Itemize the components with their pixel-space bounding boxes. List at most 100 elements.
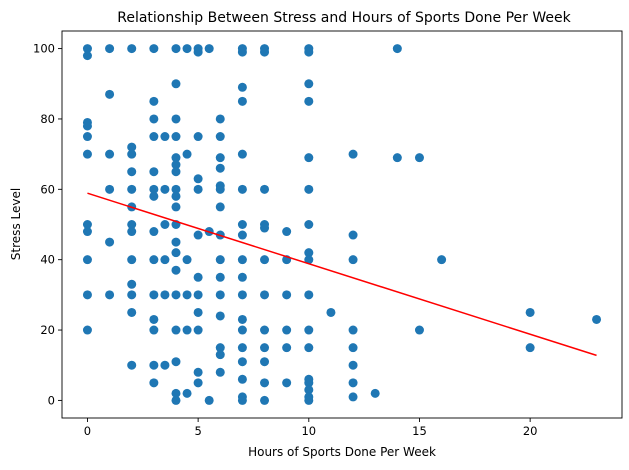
data-point (149, 167, 159, 177)
data-point (215, 255, 225, 265)
data-point (260, 325, 270, 335)
data-point (348, 325, 358, 335)
data-point (215, 350, 225, 360)
data-point (149, 227, 159, 237)
chart-title: Relationship Between Stress and Hours of… (117, 10, 571, 26)
data-point (204, 395, 214, 405)
data-point (304, 153, 314, 163)
data-point (149, 290, 159, 300)
data-point (160, 360, 170, 370)
data-point (237, 325, 247, 335)
data-point (171, 388, 181, 398)
data-point (260, 47, 270, 57)
data-point (105, 237, 115, 247)
data-point (215, 367, 225, 377)
data-point (237, 47, 247, 57)
data-point (182, 388, 192, 398)
data-point (127, 360, 137, 370)
data-point (304, 325, 314, 335)
data-point (127, 290, 137, 300)
data-point (304, 385, 314, 395)
x-tick-label: 15 (412, 424, 427, 438)
y-tick-label: 100 (33, 42, 55, 56)
data-point (592, 314, 602, 324)
data-point (215, 343, 225, 353)
data-point (149, 191, 159, 201)
data-point (171, 248, 181, 258)
y-tick-label: 20 (40, 323, 55, 337)
data-point (149, 184, 159, 194)
data-point (392, 44, 402, 54)
y-axis-ticks: 0 20 40 60 80 100 (33, 42, 62, 407)
data-point (237, 272, 247, 282)
data-point (82, 44, 92, 54)
trend-line (87, 192, 597, 357)
data-point (304, 47, 314, 57)
data-point (160, 220, 170, 229)
data-point (105, 290, 115, 300)
data-point (193, 290, 203, 300)
data-point (237, 184, 247, 194)
data-point (304, 79, 314, 89)
data-point (237, 357, 247, 367)
data-point (171, 114, 181, 124)
data-point (237, 82, 247, 92)
data-point (127, 44, 137, 54)
data-point (237, 149, 247, 159)
data-point (282, 227, 292, 237)
data-point (82, 255, 92, 265)
data-point (348, 378, 358, 388)
data-point (215, 132, 225, 142)
data-point (348, 255, 358, 265)
data-point (215, 163, 225, 173)
data-point (149, 325, 159, 335)
data-point (260, 378, 270, 388)
data-point (127, 220, 137, 229)
data-point (160, 132, 170, 142)
data-point (182, 255, 192, 265)
x-tick-label: 5 (194, 424, 201, 438)
data-point (193, 47, 203, 57)
data-point (215, 272, 225, 282)
data-point (348, 230, 358, 240)
y-tick-label: 60 (40, 182, 55, 196)
data-point (237, 230, 247, 240)
data-point (304, 395, 314, 405)
plot-area (82, 44, 602, 405)
data-point (348, 360, 358, 370)
data-point (392, 153, 402, 163)
data-point (160, 290, 170, 300)
data-point (237, 395, 247, 405)
plot-frame (61, 30, 623, 419)
data-point (237, 314, 247, 324)
data-point (171, 395, 181, 405)
data-point (304, 96, 314, 106)
data-point (171, 160, 181, 170)
data-point (82, 51, 92, 61)
data-point (171, 184, 181, 194)
data-point (260, 223, 270, 233)
data-point (304, 184, 314, 194)
data-point (304, 290, 314, 300)
data-point (149, 96, 159, 106)
data-point (193, 230, 203, 240)
y-tick-label: 80 (40, 112, 55, 126)
data-point (127, 149, 137, 159)
data-point (215, 153, 225, 163)
data-point (348, 343, 358, 353)
data-point (82, 290, 92, 300)
data-point (149, 44, 159, 54)
data-point (82, 132, 92, 142)
data-point (525, 307, 535, 317)
data-point (82, 121, 92, 131)
data-point (193, 325, 203, 335)
data-point (260, 290, 270, 300)
data-point (304, 378, 314, 388)
data-point (82, 227, 92, 237)
data-point (193, 184, 203, 194)
data-point (149, 360, 159, 370)
data-point (237, 96, 247, 106)
y-tick-label: 40 (40, 253, 55, 267)
data-point (304, 343, 314, 353)
